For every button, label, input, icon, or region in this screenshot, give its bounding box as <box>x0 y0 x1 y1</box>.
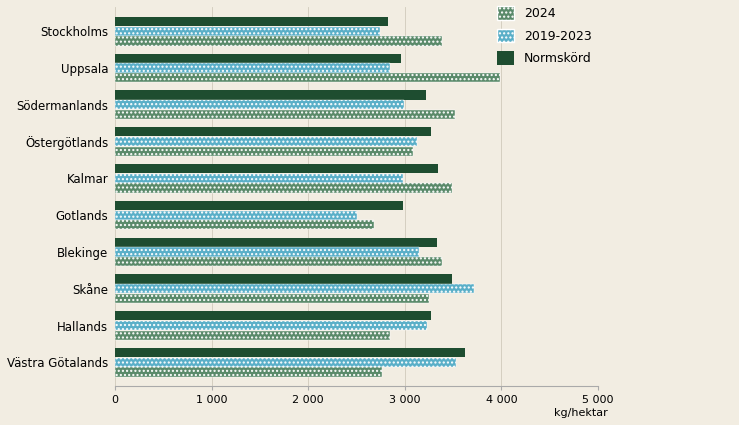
Bar <box>115 164 437 173</box>
Bar <box>115 257 442 266</box>
Bar <box>115 220 374 230</box>
Bar <box>115 201 403 210</box>
Bar <box>115 331 390 340</box>
Bar <box>115 358 456 367</box>
X-axis label: kg/hektar: kg/hektar <box>554 408 607 418</box>
Bar <box>115 275 452 283</box>
Bar <box>115 36 442 45</box>
Legend: 2024, 2019-2023, Normskörd: 2024, 2019-2023, Normskörd <box>497 6 592 65</box>
Bar <box>115 91 426 99</box>
Bar <box>115 127 431 136</box>
Bar <box>115 26 380 36</box>
Bar <box>115 311 431 320</box>
Bar <box>115 294 429 303</box>
Bar <box>115 247 420 257</box>
Bar <box>115 238 437 247</box>
Bar <box>115 110 455 119</box>
Bar <box>115 73 500 82</box>
Bar <box>115 100 404 109</box>
Bar <box>115 63 390 73</box>
Bar <box>115 210 357 220</box>
Bar <box>115 174 403 183</box>
Bar <box>115 321 427 330</box>
Bar <box>115 17 387 26</box>
Bar <box>115 54 401 63</box>
Bar <box>115 147 412 156</box>
Bar <box>115 284 474 293</box>
Bar <box>115 184 452 193</box>
Bar <box>115 137 418 146</box>
Bar <box>115 348 465 357</box>
Bar <box>115 368 382 377</box>
